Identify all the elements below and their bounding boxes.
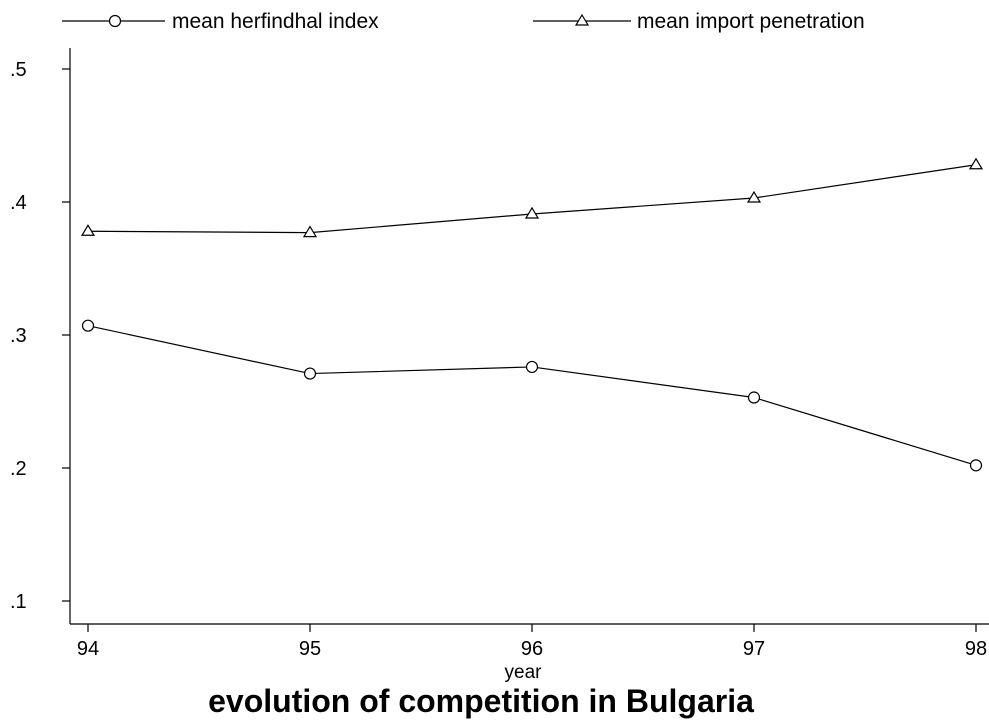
- y-tick-label: .5: [10, 59, 27, 81]
- x-tick-label: 98: [965, 638, 987, 660]
- data-point-circle: [81, 319, 95, 332]
- data-point-triangle: [746, 190, 762, 203]
- x-ticks: 94 95 96 97 98: [77, 624, 987, 660]
- legend: mean herfindhal index mean import penetr…: [62, 10, 865, 33]
- legend-circle-marker-icon: [108, 14, 122, 28]
- chart-title: evolution of competition in Bulgaria: [208, 683, 754, 719]
- x-tick-label: 96: [521, 638, 543, 660]
- x-tick-label: 97: [743, 638, 765, 660]
- y-tick-label: .2: [10, 458, 27, 480]
- y-tick-label: .1: [10, 591, 27, 613]
- series-line-import: [87, 164, 977, 234]
- legend-entry-herfindhal: mean herfindhal index: [62, 10, 379, 33]
- data-point-triangle: [80, 224, 96, 236]
- data-point-circle: [303, 367, 317, 380]
- legend-entry-import: mean import penetration: [533, 10, 865, 33]
- data-point-circle: [525, 360, 539, 374]
- x-tick-label: 94: [77, 638, 99, 660]
- data-point-circle: [969, 459, 983, 472]
- data-point-triangle: [968, 157, 984, 170]
- x-axis-title: year: [505, 662, 543, 683]
- legend-label-herfindhal: mean herfindhal index: [172, 10, 379, 33]
- y-tick-label: .3: [10, 325, 27, 347]
- data-point-circle: [747, 391, 761, 404]
- legend-triangle-marker-icon: [574, 13, 590, 26]
- series-layer: [80, 157, 984, 472]
- x-tick-label: 95: [299, 638, 321, 660]
- legend-label-import: mean import penetration: [637, 10, 865, 33]
- data-point-triangle: [302, 225, 318, 238]
- series-line-herfindhal: [87, 325, 977, 466]
- y-ticks: .1 .2 .3 .4 .5: [10, 59, 70, 613]
- y-tick-label: .4: [10, 192, 27, 214]
- data-point-triangle: [524, 206, 540, 219]
